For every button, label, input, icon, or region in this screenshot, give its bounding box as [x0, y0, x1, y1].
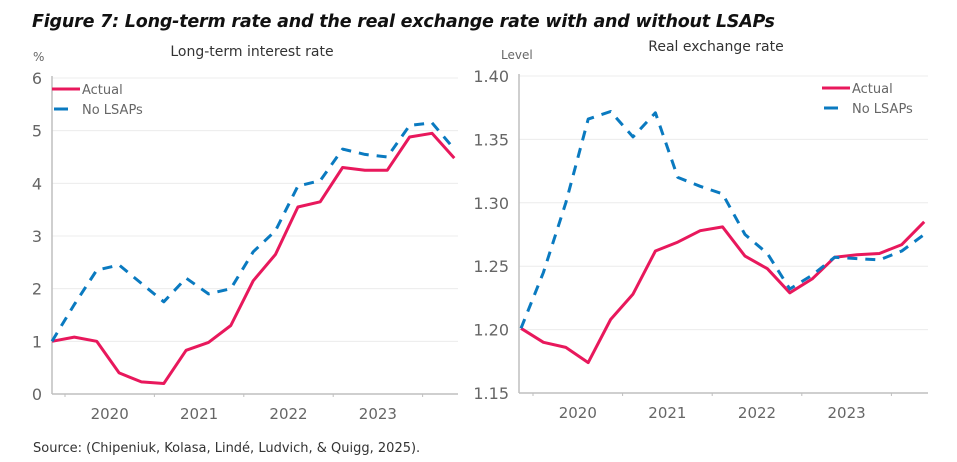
legend-label-actual: Actual	[82, 83, 123, 98]
y-tick-label: 0	[32, 385, 42, 404]
legend-label-no-lsaps: No LSAPs	[82, 103, 143, 118]
y-tick-label: 1.25	[473, 257, 509, 276]
series-line-no-lsaps	[50, 121, 456, 343]
chart-long-term-rate: Long-term interest rate% 0 1 2 3 4 5 6 2020 2021 2…	[32, 44, 458, 423]
x-tick-label: 2020	[559, 404, 597, 422]
figure-title: Figure 7: Long-term rate and the real ex…	[32, 12, 775, 32]
y-axis-unit-label: %	[33, 50, 44, 64]
source-note: Source: (Chipeniuk, Kolasa, Lindé, Ludvi…	[33, 441, 421, 456]
y-axis-unit-label: Level	[501, 48, 533, 62]
x-tick-label: 2021	[180, 405, 218, 423]
chart-title: Long-term interest rate	[170, 44, 333, 60]
x-tick-label: 2020	[91, 405, 129, 423]
y-tick-label: 1	[32, 332, 42, 351]
y-tick-label: 1.40	[473, 67, 509, 86]
y-tick-label: 4	[32, 174, 42, 193]
y-tick-label: 6	[32, 69, 42, 88]
legend-label-actual: Actual	[852, 82, 893, 97]
y-tick-label: 1.15	[473, 384, 509, 403]
x-tick-label: 2023	[828, 404, 866, 422]
legend: Actual No LSAPs	[822, 82, 913, 117]
legend-label-no-lsaps: No LSAPs	[852, 102, 913, 117]
y-tick-label: 1.30	[473, 194, 509, 213]
y-tick-label: 1.35	[473, 130, 509, 149]
y-tick-label: 2	[32, 280, 42, 299]
x-tick-label: 2022	[738, 404, 776, 422]
x-tick-label: 2023	[359, 405, 397, 423]
x-tick-label: 2022	[269, 405, 307, 423]
y-tick-label: 5	[32, 122, 42, 141]
series-line-actual	[51, 131, 456, 385]
y-tick-label: 1.20	[473, 321, 509, 340]
legend: Actual No LSAPs	[52, 83, 143, 118]
chart-title: Real exchange rate	[648, 39, 783, 55]
x-tick-label: 2021	[648, 404, 686, 422]
y-tick-label: 3	[32, 227, 42, 246]
chart-real-exchange-rate: Real exchange rate Level 1.15 1.20 1.25 1.30 1…	[473, 39, 928, 422]
series-line-actual	[520, 220, 926, 365]
series-line-no-lsaps	[519, 110, 926, 329]
